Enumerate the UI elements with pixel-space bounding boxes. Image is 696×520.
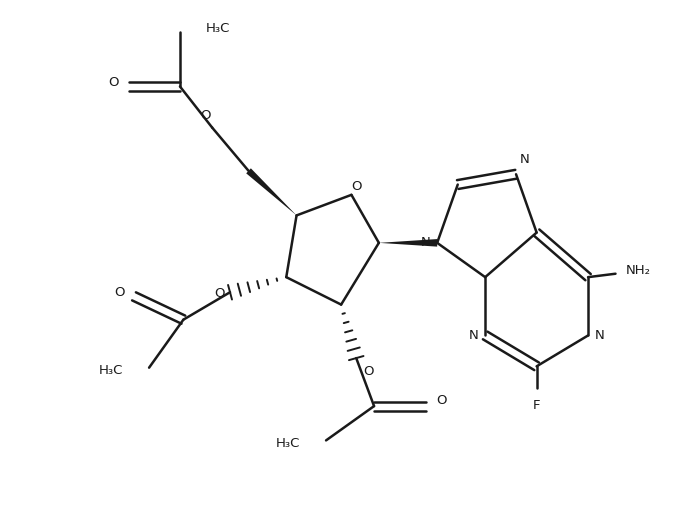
Text: O: O (214, 287, 225, 300)
Text: O: O (109, 76, 119, 89)
Text: H₃C: H₃C (276, 437, 300, 450)
Text: N: N (420, 237, 430, 250)
Polygon shape (379, 239, 437, 246)
Text: N: N (595, 329, 605, 342)
Text: F: F (533, 398, 540, 411)
Text: H₃C: H₃C (206, 22, 230, 35)
Text: O: O (363, 365, 374, 378)
Text: N: N (468, 329, 478, 342)
Text: N: N (519, 153, 529, 166)
Text: O: O (114, 285, 125, 298)
Text: O: O (200, 109, 211, 122)
Text: O: O (351, 180, 362, 193)
Text: NH₂: NH₂ (626, 264, 651, 277)
Text: H₃C: H₃C (99, 364, 123, 377)
Text: O: O (436, 394, 446, 407)
Polygon shape (246, 168, 296, 215)
